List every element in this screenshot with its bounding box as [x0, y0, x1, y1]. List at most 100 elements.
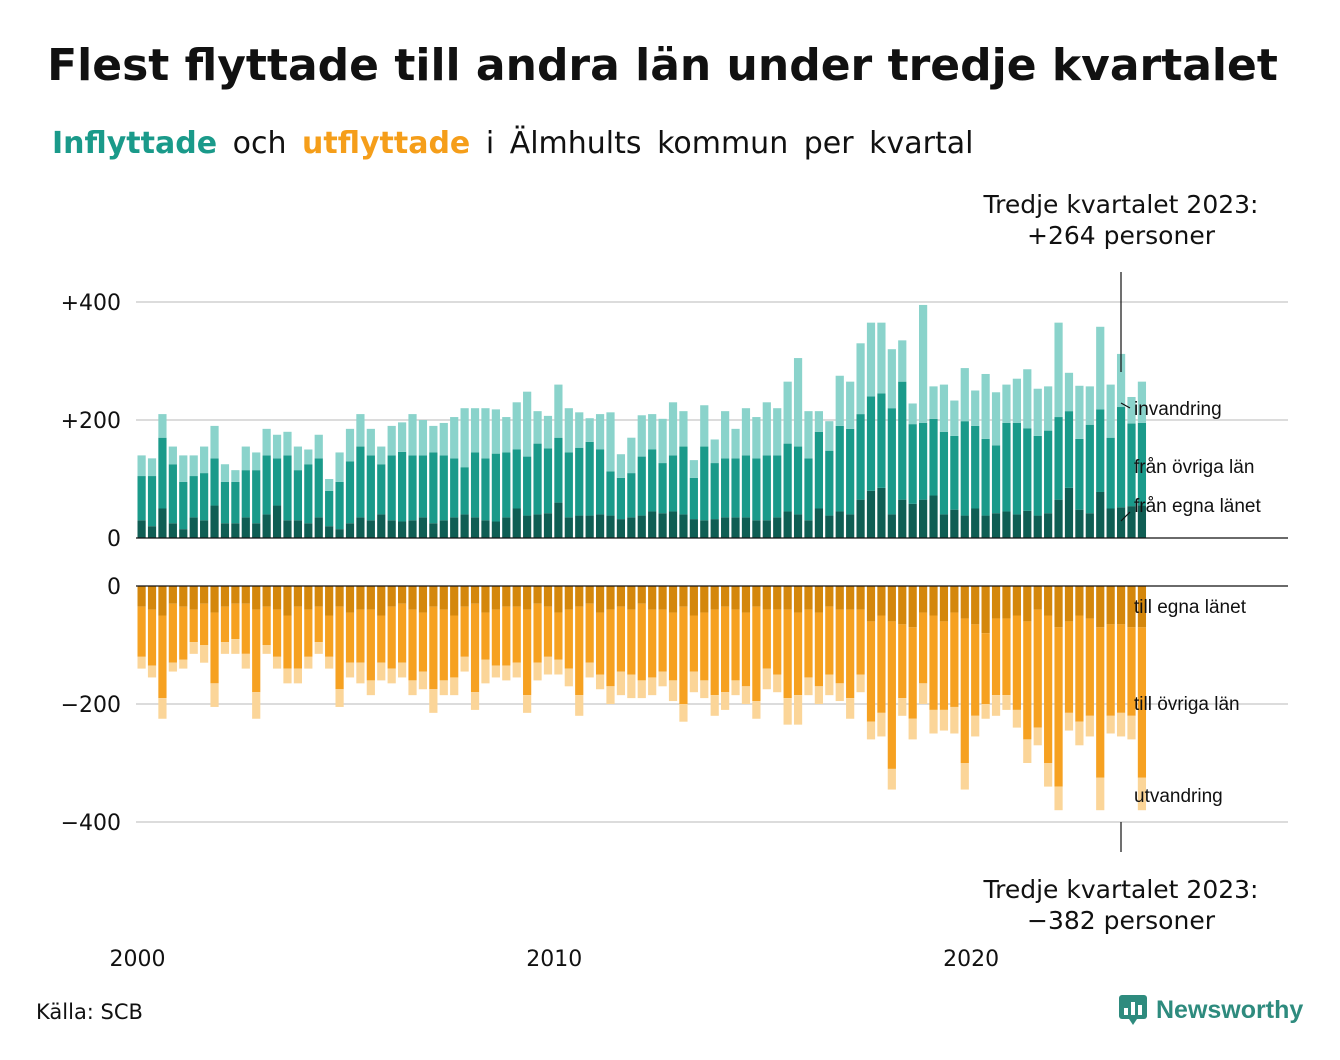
- bar-in-0-23: [377, 514, 386, 538]
- bar-out-1-19: [335, 606, 344, 690]
- bar-in-2-15: [293, 446, 302, 471]
- bar-out-0-39: [543, 586, 553, 607]
- bar-in-1-0: [137, 476, 146, 521]
- bar-out-1-30: [450, 615, 459, 678]
- bar-out-1-54: [700, 612, 709, 681]
- bar-out-0-44: [595, 586, 605, 613]
- bar-in-1-60: [762, 455, 771, 521]
- bar-out-1-75: [919, 612, 928, 684]
- bar-in-2-75: [919, 304, 928, 423]
- bar-in-1-36: [512, 449, 521, 509]
- bar-in-2-48: [637, 415, 646, 457]
- bar-out-2-73: [898, 698, 907, 716]
- bar-in-2-70: [866, 322, 876, 397]
- bar-in-2-95: [1127, 396, 1136, 424]
- bar-in-2-30: [450, 417, 459, 459]
- bar-out-0-94: [1116, 586, 1126, 625]
- xtick-2010: 2010: [526, 947, 582, 972]
- bar-in-0-55: [710, 519, 719, 538]
- bar-out-1-64: [804, 609, 813, 678]
- bar-out-2-84: [1012, 709, 1021, 728]
- bar-in-0-94: [1116, 507, 1126, 538]
- bar-in-0-79: [960, 515, 969, 538]
- bar-out-2-47: [627, 674, 636, 699]
- bar-in-0-9: [231, 523, 240, 538]
- bar-in-2-12: [262, 428, 271, 456]
- bar-out-1-69: [856, 609, 865, 675]
- bar-out-2-32: [470, 692, 480, 710]
- bar-in-0-92: [1096, 491, 1105, 538]
- bar-out-2-44: [595, 674, 605, 690]
- bar-out-0-92: [1096, 586, 1105, 628]
- bar-out-0-66: [825, 586, 834, 607]
- bar-in-2-18: [325, 479, 334, 491]
- bar-out-0-7: [210, 586, 219, 613]
- bar-out-0-41: [564, 586, 573, 610]
- brand-name[interactable]: Newsworthy: [1156, 995, 1304, 1024]
- bar-out-0-84: [1012, 586, 1021, 616]
- bar-in-0-93: [1106, 508, 1115, 538]
- label-till-egna-lanet: till egna länet: [1134, 597, 1247, 618]
- bar-in-0-63: [793, 514, 803, 538]
- bar-in-2-76: [929, 386, 938, 419]
- bar-in-0-53: [689, 519, 698, 538]
- bar-in-2-66: [825, 421, 834, 451]
- bar-out-0-26: [408, 586, 417, 610]
- bar-out-2-29: [439, 680, 448, 696]
- bar-in-2-61: [773, 408, 782, 456]
- bar-out-0-48: [637, 586, 646, 604]
- bar-out-0-67: [835, 586, 844, 610]
- bar-out-0-2: [158, 586, 167, 616]
- bar-in-2-39: [543, 415, 553, 449]
- bar-in-0-37: [523, 515, 532, 538]
- bar-out-2-45: [606, 686, 615, 704]
- bar-in-2-3: [168, 446, 177, 465]
- bar-in-0-57: [731, 517, 740, 538]
- bar-in-0-12: [262, 514, 271, 538]
- bar-out-0-47: [627, 586, 636, 610]
- bar-out-0-16: [304, 586, 313, 610]
- bar-out-0-60: [762, 586, 771, 610]
- bar-in-2-6: [200, 446, 209, 474]
- ytick-top-0: 0: [107, 527, 121, 552]
- bar-in-0-17: [314, 517, 323, 538]
- bar-in-1-96: [1137, 422, 1147, 506]
- bar-in-1-61: [773, 455, 782, 518]
- bar-out-0-96: [1137, 586, 1147, 628]
- bar-out-0-38: [533, 586, 542, 604]
- bar-in-2-38: [533, 411, 542, 444]
- bar-in-1-89: [1064, 411, 1074, 488]
- subtitle-inflyttade: Inflyttade: [52, 126, 218, 161]
- bar-in-1-54: [700, 446, 709, 521]
- bar-out-2-72: [887, 768, 896, 790]
- bar-in-0-60: [762, 520, 771, 538]
- bar-in-1-17: [314, 458, 323, 518]
- bar-out-1-72: [887, 621, 896, 769]
- bar-in-1-87: [1044, 430, 1053, 514]
- bar-in-1-88: [1054, 417, 1063, 500]
- bar-out-2-90: [1075, 721, 1084, 746]
- bar-out-2-80: [971, 715, 980, 737]
- bar-in-2-54: [700, 405, 709, 447]
- bar-in-2-24: [387, 425, 396, 456]
- bar-out-2-15: [293, 668, 302, 684]
- bar-in-1-78: [950, 435, 959, 510]
- bar-in-1-83: [1002, 422, 1011, 512]
- bar-in-1-34: [491, 453, 500, 522]
- bar-out-0-19: [335, 586, 344, 607]
- bar-out-1-10: [241, 603, 250, 654]
- bar-out-1-38: [533, 603, 542, 663]
- bar-in-2-81: [981, 373, 990, 439]
- bar-out-0-75: [919, 586, 928, 613]
- bar-out-0-17: [314, 586, 323, 607]
- bar-in-2-71: [877, 322, 886, 394]
- bar-in-0-76: [929, 495, 938, 538]
- bar-in-2-32: [470, 408, 480, 453]
- bar-in-1-91: [1085, 424, 1094, 514]
- bar-out-2-1: [147, 665, 157, 678]
- bar-in-2-23: [377, 446, 386, 465]
- bar-in-2-53: [689, 460, 698, 478]
- bar-out-1-15: [293, 606, 302, 669]
- bar-in-0-72: [887, 514, 896, 538]
